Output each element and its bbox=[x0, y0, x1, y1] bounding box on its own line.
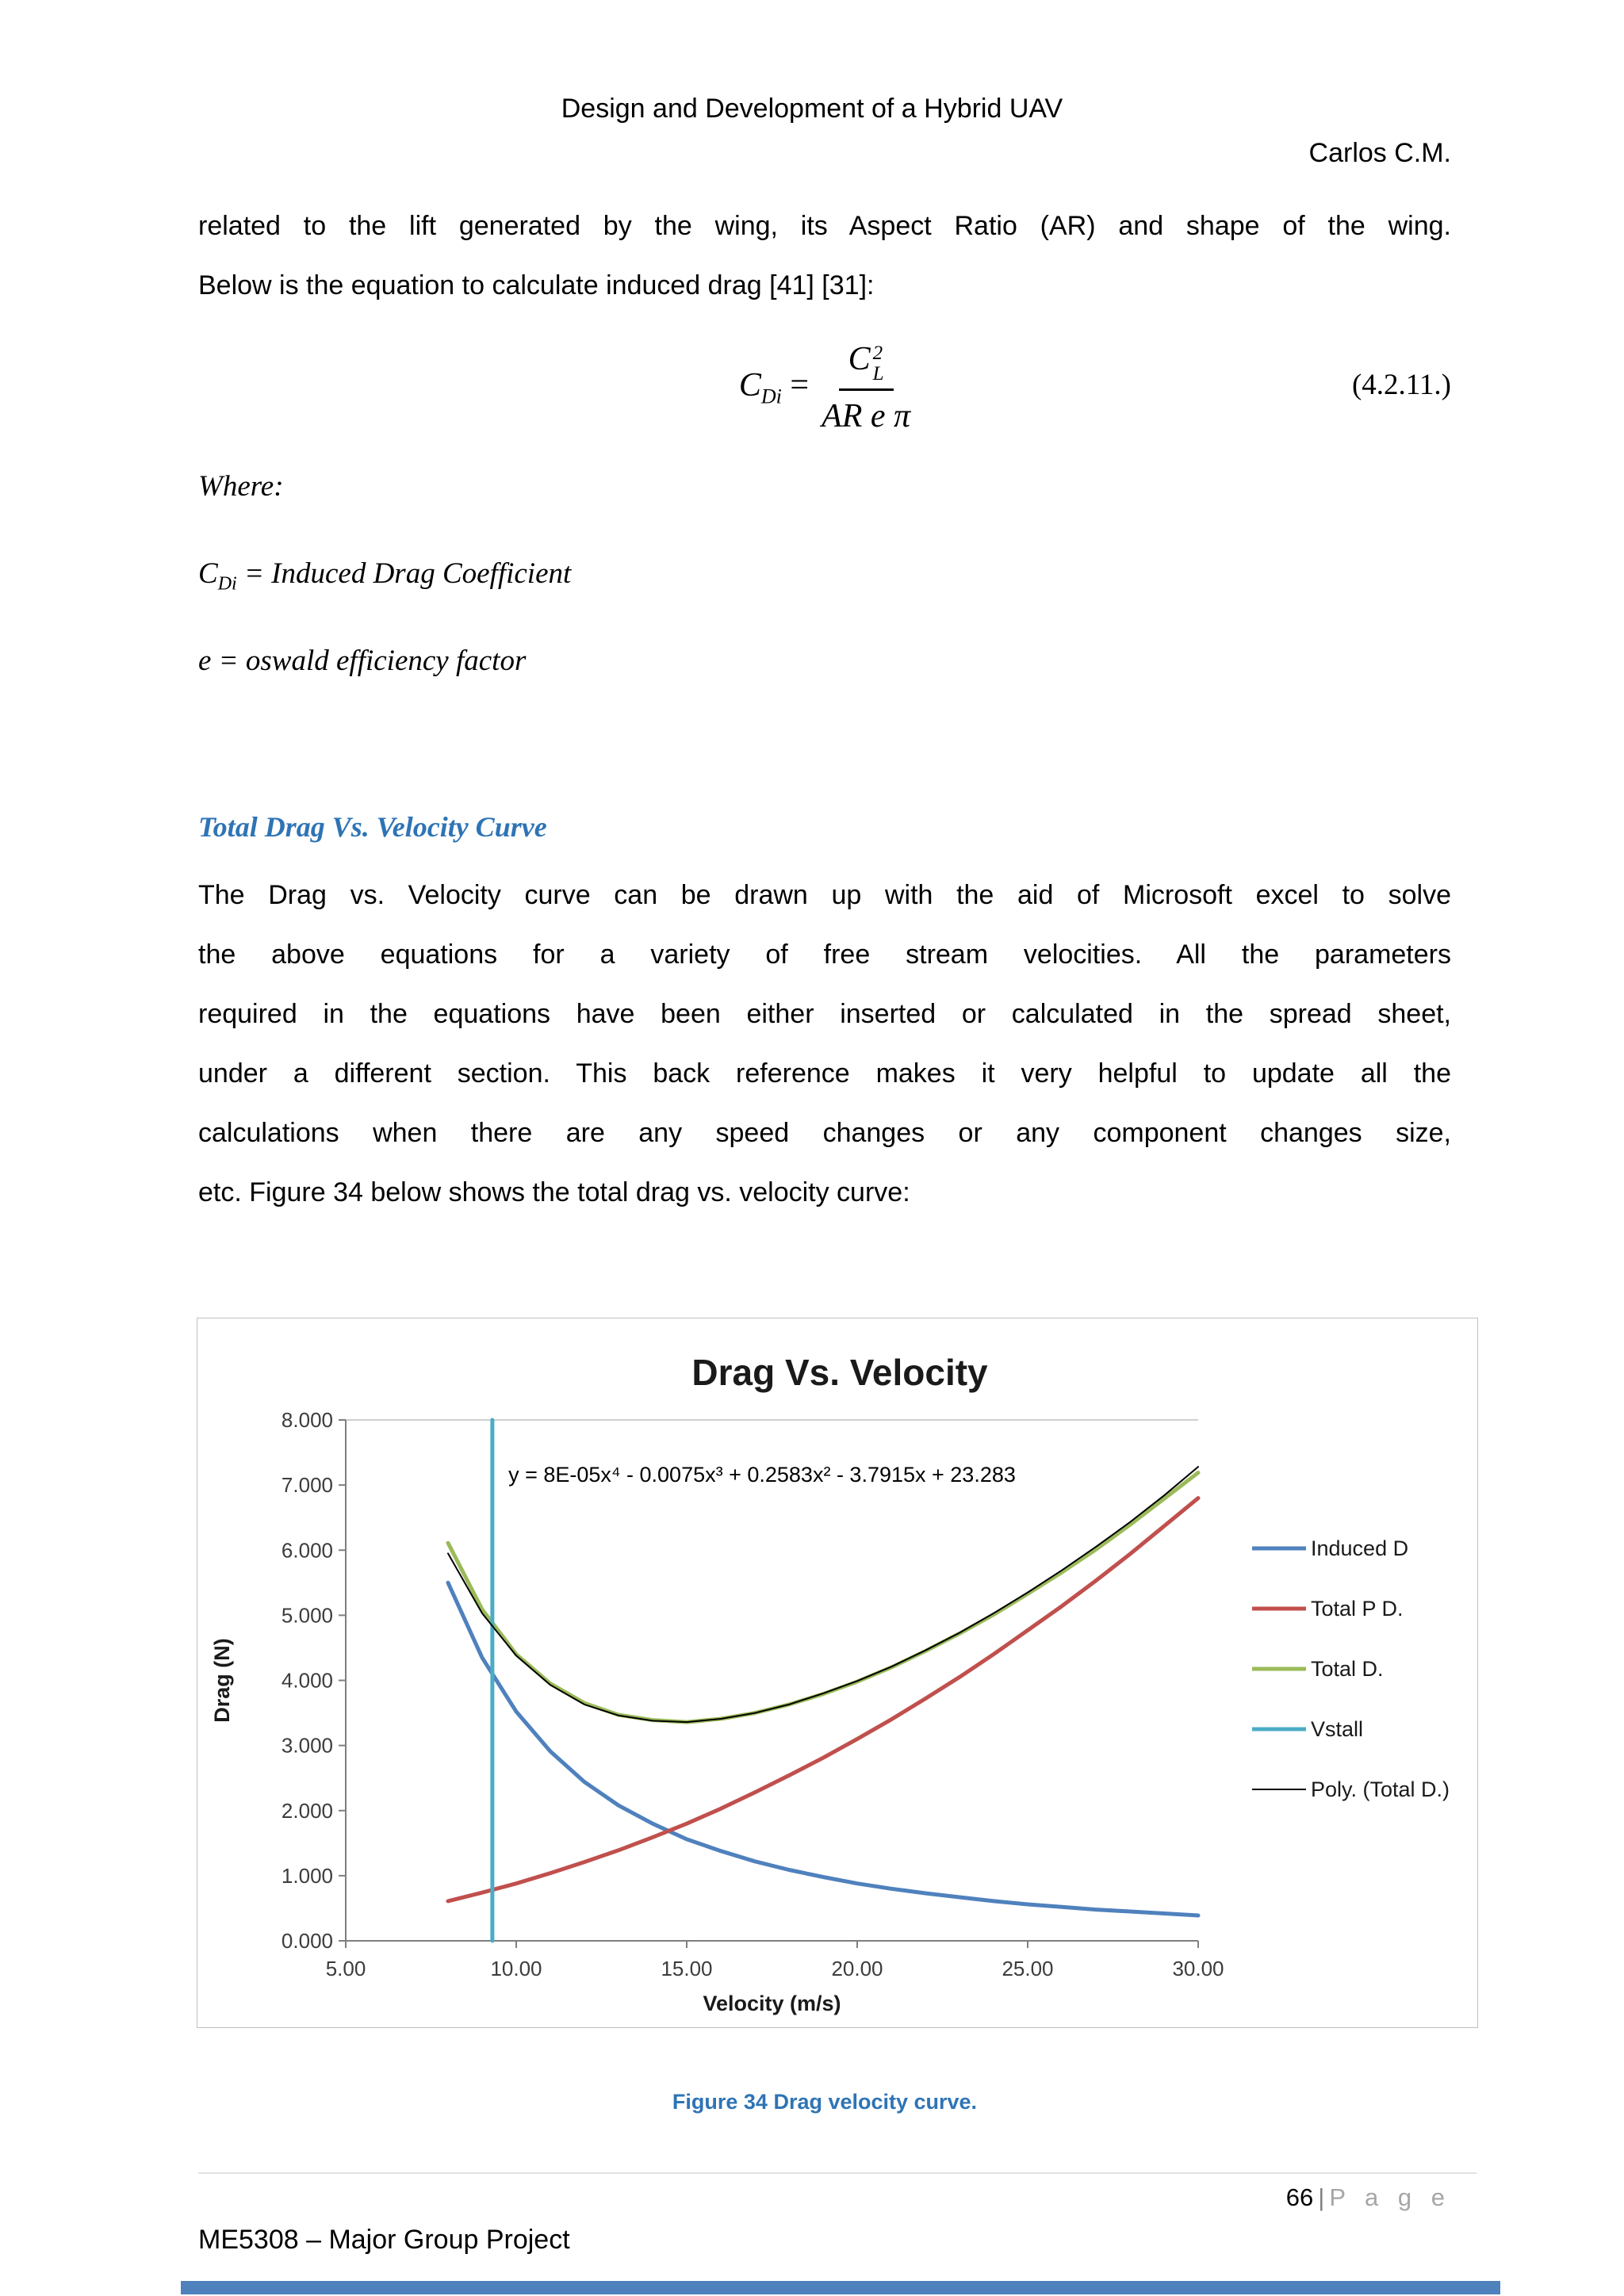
equation-denominator: AR e π bbox=[822, 397, 911, 434]
figure-caption: Figure 34 Drag velocity curve. bbox=[672, 2090, 978, 2114]
section-heading: Total Drag Vs. Velocity Curve bbox=[198, 811, 547, 843]
equation-lhs: CDi = bbox=[738, 367, 810, 408]
footer-accent-bar bbox=[181, 2281, 1500, 2294]
chart-title: Drag Vs. Velocity bbox=[691, 1352, 988, 1393]
y-axis-title: Drag (N) bbox=[210, 1638, 234, 1723]
svg-text:6.000: 6.000 bbox=[282, 1538, 333, 1562]
author-name: Carlos C.M. bbox=[1308, 138, 1451, 168]
svg-text:3.000: 3.000 bbox=[282, 1734, 333, 1758]
svg-text:15.00: 15.00 bbox=[661, 1957, 712, 1980]
drag-velocity-chart: 0.000 1.000 2.000 3.000 4.000 5.000 6.000 7.000… bbox=[197, 1318, 1478, 2028]
body-paragraph: The Drag vs. Velocity curve can be drawn… bbox=[198, 880, 1451, 1207]
document-title: Design and Development of a Hybrid UAV bbox=[561, 94, 1063, 124]
footer-separator bbox=[198, 2172, 1477, 2174]
where-label: Where: bbox=[198, 470, 284, 503]
intro-paragraph: related to the lift generated by the win… bbox=[198, 211, 1451, 300]
svg-text:25.00: 25.00 bbox=[1002, 1957, 1053, 1980]
svg-text:0.000: 0.000 bbox=[282, 1929, 333, 1953]
x-axis-title: Velocity (m/s) bbox=[703, 1992, 841, 2015]
svg-text:1.000: 1.000 bbox=[282, 1864, 333, 1888]
svg-text:10.00: 10.00 bbox=[490, 1957, 542, 1980]
legend-label: Poly. (Total D.) bbox=[1311, 1777, 1450, 1801]
definition-cdi: CDi = Induced Drag Coefficient bbox=[198, 557, 572, 595]
legend-label: Vstall bbox=[1311, 1717, 1363, 1741]
svg-text:8.000: 8.000 bbox=[282, 1408, 333, 1432]
svg-text:30.00: 30.00 bbox=[1172, 1957, 1224, 1980]
legend-label: Induced D bbox=[1311, 1536, 1408, 1560]
svg-text:5.000: 5.000 bbox=[282, 1603, 333, 1627]
svg-text:5.00: 5.00 bbox=[326, 1957, 366, 1980]
svg-text:4.000: 4.000 bbox=[282, 1669, 333, 1693]
svg-text:2.000: 2.000 bbox=[282, 1799, 333, 1823]
legend-label: Total D. bbox=[1311, 1657, 1384, 1681]
equation-number: (4.2.11.) bbox=[1351, 369, 1451, 401]
svg-text:20.00: 20.00 bbox=[831, 1957, 883, 1980]
chart-canvas: 0.000 1.000 2.000 3.000 4.000 5.000 6.000 7.000… bbox=[210, 1352, 1450, 2015]
legend-label: Total P D. bbox=[1311, 1597, 1404, 1621]
trendline-equation: y = 8E-05x⁴ - 0.0075x³ + 0.2583x² - 3.79… bbox=[508, 1463, 1016, 1487]
definition-oswald: e = oswald efficiency factor bbox=[198, 645, 527, 677]
svg-text:7.000: 7.000 bbox=[282, 1473, 333, 1497]
project-footer: ME5308 – Major Group Project bbox=[198, 2225, 570, 2255]
page-number: 66 | P a g e bbox=[1285, 2183, 1451, 2211]
